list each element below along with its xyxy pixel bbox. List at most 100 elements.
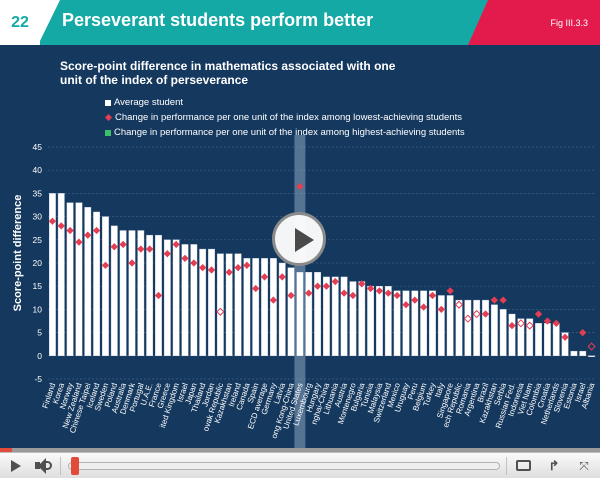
divider bbox=[60, 457, 61, 475]
legend-item-average: Average student bbox=[105, 95, 465, 110]
bar bbox=[517, 318, 525, 356]
low-achiever-point bbox=[48, 217, 57, 225]
low-achiever-point bbox=[402, 301, 410, 309]
player-controls: ↱ ⤧ bbox=[0, 452, 600, 478]
low-achiever-point bbox=[366, 284, 375, 293]
legend-square-swatch bbox=[105, 129, 111, 136]
bar bbox=[358, 281, 366, 356]
fullscreen-button[interactable]: ⤧ bbox=[574, 457, 594, 475]
low-achiever-point bbox=[84, 231, 92, 239]
bar bbox=[305, 272, 313, 356]
play-overlay-button[interactable] bbox=[272, 212, 326, 266]
bar bbox=[579, 350, 587, 357]
legend-label-average: Average student bbox=[114, 97, 184, 108]
figure-ref-accent bbox=[468, 0, 488, 45]
bar bbox=[570, 350, 578, 357]
low-achiever-point bbox=[278, 273, 286, 281]
low-achiever-point bbox=[57, 222, 66, 230]
bar bbox=[93, 211, 100, 356]
chart-legend: Average student Change in performance pe… bbox=[104, 95, 465, 140]
bar bbox=[243, 258, 251, 357]
y-tick-label: 25 bbox=[33, 235, 43, 245]
low-achiever-point bbox=[375, 287, 384, 295]
low-achiever-point bbox=[481, 310, 490, 318]
low-achiever-point bbox=[251, 284, 260, 293]
bar bbox=[429, 290, 436, 356]
low-achiever-point bbox=[428, 291, 437, 300]
low-achiever-point bbox=[172, 240, 180, 249]
low-achiever-point bbox=[490, 296, 499, 304]
divider bbox=[506, 457, 507, 475]
low-achiever-point bbox=[269, 296, 278, 304]
y-tick-label: 45 bbox=[33, 142, 43, 152]
bar bbox=[508, 313, 516, 356]
y-tick-label: 5 bbox=[37, 328, 42, 338]
low-achiever-point bbox=[419, 303, 428, 311]
share-button[interactable]: ↱ bbox=[544, 457, 564, 475]
low-achiever-point bbox=[472, 309, 481, 319]
bar bbox=[110, 225, 118, 356]
low-achiever-point bbox=[234, 263, 242, 272]
bar bbox=[499, 309, 507, 356]
y-axis-label: Score-point difference bbox=[12, 195, 24, 312]
bar bbox=[464, 299, 472, 356]
bar bbox=[102, 216, 109, 356]
bar bbox=[402, 290, 410, 356]
low-achiever-point bbox=[454, 300, 464, 309]
slide-number-accent bbox=[38, 0, 60, 45]
y-tick-label: 10 bbox=[33, 304, 43, 314]
legend-label-highest: Change in performance per one unit of th… bbox=[114, 127, 465, 138]
legend-item-highest: Change in performance per one unit of th… bbox=[105, 125, 465, 140]
high-achiever-point bbox=[296, 182, 304, 191]
play-icon bbox=[11, 460, 21, 472]
bar bbox=[66, 202, 74, 356]
bar bbox=[526, 318, 534, 356]
bar bbox=[225, 253, 233, 357]
bar bbox=[75, 202, 83, 356]
slide-number: 22 bbox=[0, 0, 40, 45]
bar bbox=[234, 253, 242, 357]
low-achiever-point bbox=[110, 243, 119, 251]
low-achiever-point bbox=[163, 249, 172, 258]
bar bbox=[84, 207, 92, 356]
bar bbox=[411, 290, 419, 356]
low-achiever-point bbox=[66, 226, 74, 235]
bar bbox=[57, 193, 65, 356]
bar bbox=[552, 323, 560, 357]
chart-title: Score-point difference in mathematics as… bbox=[60, 59, 396, 87]
seek-bar[interactable] bbox=[68, 462, 500, 470]
bar bbox=[323, 276, 330, 356]
progress-fill bbox=[0, 448, 12, 452]
low-achiever-point bbox=[508, 321, 516, 330]
bar bbox=[296, 272, 304, 356]
low-achiever-point bbox=[340, 289, 348, 297]
low-achiever-point bbox=[243, 261, 251, 270]
low-achiever-point bbox=[552, 319, 560, 328]
volume-icon bbox=[35, 462, 40, 469]
low-achiever-point bbox=[349, 291, 357, 300]
low-achiever-point bbox=[225, 268, 233, 277]
progress-track[interactable] bbox=[0, 448, 600, 452]
bar bbox=[490, 304, 498, 356]
bar bbox=[331, 276, 339, 356]
bar bbox=[278, 262, 286, 357]
bar bbox=[420, 290, 428, 356]
volume-button[interactable] bbox=[32, 457, 54, 475]
bar bbox=[367, 285, 374, 356]
bar bbox=[544, 323, 551, 357]
bar bbox=[172, 239, 180, 357]
play-button[interactable] bbox=[6, 457, 24, 475]
bar bbox=[588, 355, 595, 358]
low-achiever-point bbox=[75, 238, 83, 246]
seek-handle[interactable] bbox=[70, 457, 79, 475]
bar bbox=[163, 239, 171, 357]
bar bbox=[314, 272, 321, 356]
low-achiever-point bbox=[181, 254, 189, 263]
low-achiever-point bbox=[119, 240, 127, 249]
bar bbox=[393, 290, 401, 356]
miniplayer-button[interactable] bbox=[514, 457, 534, 475]
bar bbox=[455, 299, 463, 356]
bar bbox=[270, 258, 277, 357]
bar bbox=[128, 230, 136, 356]
legend-item-lowest: Change in performance per one unit of th… bbox=[104, 110, 465, 125]
